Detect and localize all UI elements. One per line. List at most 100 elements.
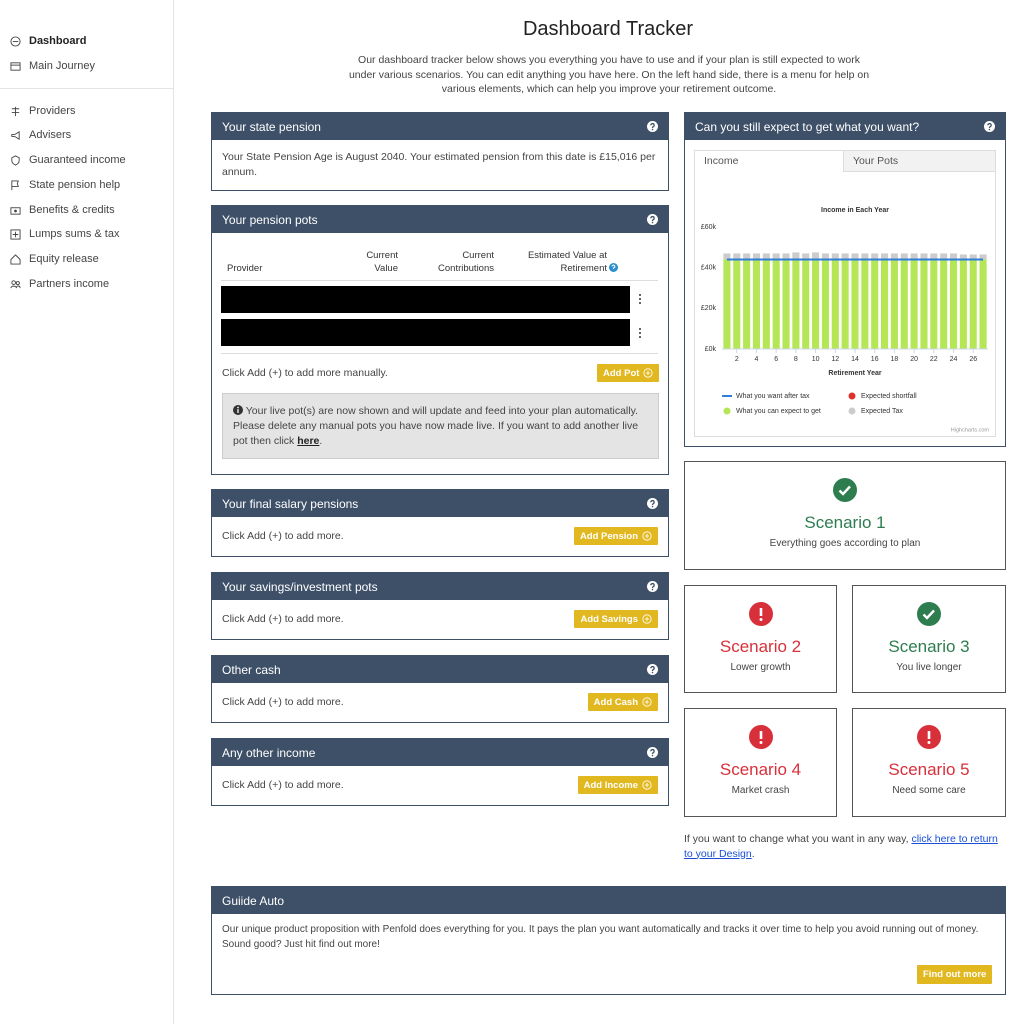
nav-label[interactable]: Partners income [29,278,110,290]
bar [900,253,908,260]
nav-item[interactable]: Dashboard [10,35,86,47]
button-label[interactable]: Find out more [923,969,987,980]
add-button[interactable]: Add Income [577,776,658,794]
bar [762,259,770,349]
intro-text: Our dashboard tracker below shows you ev… [348,54,870,95]
section-card: Other cash Click Add (+) to add more. Add … [211,655,669,723]
scenario-subtitle: Everything goes according to plan [769,538,921,549]
column-header: Estimated Value at Retirement [527,250,607,274]
scenario-title: Scenario 5 [888,760,970,779]
nav-label[interactable]: State pension help [29,179,121,191]
card-title: Guiide Auto [222,893,285,908]
page-title: Dashboard Tracker [522,18,694,40]
nav-item[interactable]: Lumps sums & tax [10,228,119,240]
help-icon[interactable] [647,747,658,758]
icon-glyph [650,499,655,506]
add-button[interactable]: Add Pension [573,527,658,545]
bar [782,259,790,349]
bar [821,253,829,260]
icon-glyph [644,533,650,539]
help-icon[interactable] [647,121,658,132]
card-title: Your final salary pensions [222,496,359,511]
card-header: Your state pension [212,113,668,140]
legend-symbol [848,392,856,400]
x-tick-label: 14 [851,356,859,363]
bar [920,259,928,349]
bar [831,259,839,349]
button-label[interactable]: Add Savings [580,613,638,625]
bar [752,259,761,349]
icon-dot [651,588,654,591]
nav-label[interactable]: Advisers [29,129,72,141]
nav-label[interactable]: Dashboard [29,35,87,47]
nav-item[interactable]: Providers [10,105,75,117]
nav-item[interactable]: Partners income [10,278,109,290]
scenario-icon [748,602,773,626]
find-out-button[interactable]: Find out more [917,965,993,984]
bar [802,253,810,260]
legend-symbol [848,407,856,415]
add-button[interactable]: Add Cash [587,693,658,711]
bar [861,253,869,260]
tab[interactable]: Income [695,151,843,172]
scenario-icon [917,725,941,749]
icon-glyph [611,264,616,269]
nav-item[interactable]: Main Journey [10,60,95,72]
button-label[interactable]: Add Income [583,779,638,791]
nav-item[interactable]: State pension help [10,179,120,191]
y-tick-label: £20k [701,305,717,312]
nav-label[interactable]: Benefits & credits [29,204,115,216]
add-button[interactable]: Add Pot [597,364,660,382]
x-tick-label: 2 [735,356,739,363]
button-label[interactable]: Add Pot [603,367,640,379]
card-header: Guiide Auto [212,887,1005,914]
card-title: Your state pension [222,119,321,134]
bar [821,259,829,349]
card-title: Your pension pots [222,212,318,227]
card-title: Other cash [222,662,281,677]
nav-item[interactable]: Advisers [10,129,71,141]
button-label[interactable]: Add Cash [593,696,638,708]
row-menu[interactable] [637,327,643,339]
nav-item[interactable]: Equity release [10,253,99,265]
x-tick-label: 8 [794,356,798,363]
nav-label[interactable]: Main Journey [29,60,96,72]
legend-label: Expected Tax [861,408,903,415]
scenario-subtitle: Market crash [731,785,790,796]
info-icon[interactable] [609,263,618,272]
nav-label[interactable]: Lumps sums & tax [29,228,120,240]
icon-glyph [838,485,851,496]
tab[interactable]: Your Pots [843,151,995,172]
note-text: If you want to change what you want in a… [684,833,912,845]
y-tick-label: £40k [701,265,717,272]
chart-credit: Highcharts.com [951,427,990,433]
bar [920,253,928,260]
help-icon[interactable] [647,664,658,675]
row-menu[interactable] [637,293,643,305]
nav-label[interactable]: Providers [29,105,76,117]
help-icon[interactable] [647,498,658,509]
column-header: Current Value [366,250,398,274]
add-button[interactable]: Add Savings [574,610,658,628]
nav-item[interactable]: Benefits & credits [10,204,115,216]
design-link[interactable]: click here to return to your Design [684,833,998,860]
help-icon[interactable] [647,581,658,592]
info-link[interactable]: here [297,435,320,447]
nav-item[interactable]: Guaranteed income [10,154,126,166]
x-tick-label: 26 [969,356,977,363]
card-header: Your final salary pensions [212,490,668,517]
button-label[interactable]: Add Pension [579,530,638,542]
help-icon[interactable] [984,121,995,132]
help-icon[interactable] [647,214,658,225]
nav-label[interactable]: Equity release [29,253,99,265]
bar [831,253,839,260]
nav-label[interactable]: Guaranteed income [29,154,126,166]
plus-icon [643,368,654,378]
x-tick-label: 6 [774,356,778,363]
bar [752,253,761,260]
bar [851,253,859,260]
scenario-subtitle: You live longer [896,662,962,673]
scenario-icon [748,725,773,749]
scenario-title: Scenario 2 [719,637,802,656]
